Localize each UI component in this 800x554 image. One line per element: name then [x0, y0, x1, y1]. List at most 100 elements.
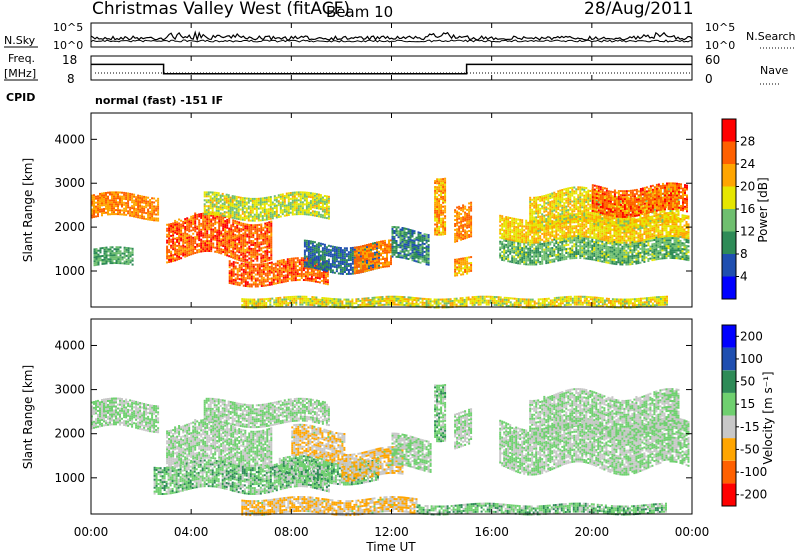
- heatmap-cell: [671, 247, 674, 250]
- heatmap-cell: [184, 229, 187, 232]
- heatmap-cell: [190, 253, 193, 256]
- heatmap-cell: [575, 247, 578, 250]
- heatmap-cell: [425, 257, 428, 260]
- heatmap-cell: [440, 198, 443, 201]
- heatmap-cell: [351, 256, 354, 259]
- heatmap-cell: [238, 237, 241, 240]
- heatmap-cell: [407, 246, 410, 249]
- heatmap-cell: [300, 261, 303, 264]
- heatmap-cell: [683, 256, 686, 259]
- heatmap-cell: [311, 266, 314, 269]
- heatmap-cell: [188, 228, 191, 231]
- heatmap-cell: [575, 239, 578, 242]
- heatmap-cell: [272, 281, 275, 283]
- heatmap-cell: [327, 268, 330, 271]
- heatmap-cell: [258, 263, 261, 266]
- heatmap-cell: [509, 236, 512, 239]
- heatmap-cell: [627, 263, 630, 266]
- heatmap-cell: [255, 215, 258, 218]
- heatmap-cell: [415, 250, 418, 253]
- heatmap-cell: [643, 243, 646, 246]
- heatmap-cell: [256, 271, 259, 274]
- heatmap-cell: [198, 237, 201, 240]
- heatmap-cell: [645, 244, 648, 247]
- heatmap-cell: [499, 252, 502, 255]
- heatmap-cell: [561, 244, 564, 247]
- heatmap-cell: [93, 262, 96, 265]
- heatmap-cell: [254, 255, 257, 258]
- heatmap-cell: [287, 204, 290, 207]
- heatmap-cell: [262, 256, 265, 259]
- heatmap-cell: [333, 263, 336, 266]
- heatmap-cell: [460, 207, 463, 210]
- heatmap-cell: [653, 254, 656, 257]
- heatmap-cell: [619, 251, 622, 254]
- heatmap-cell: [675, 239, 678, 242]
- heatmap-cell: [105, 193, 107, 196]
- heatmap-cell: [629, 247, 632, 250]
- heatmap-cell: [184, 241, 187, 244]
- heatmap-cell: [386, 253, 388, 256]
- heatmap-cell: [325, 205, 328, 208]
- heatmap-cell: [296, 257, 299, 260]
- heatmap-cell: [427, 234, 430, 237]
- heatmap-cell: [294, 271, 297, 274]
- heatmap-cell: [395, 240, 398, 242]
- heatmap-cell: [531, 245, 534, 248]
- heatmap-cell: [355, 260, 358, 263]
- heatmap-cell: [302, 279, 305, 281]
- heatmap-cell: [232, 225, 235, 228]
- heatmap-cell: [283, 198, 286, 201]
- heatmap-cell: [203, 207, 206, 210]
- heatmap-cell: [127, 253, 130, 256]
- heatmap-cell: [331, 247, 334, 250]
- heatmap-cell: [119, 191, 121, 194]
- heatmap-cell: [268, 277, 271, 280]
- heatmap-cell: [509, 230, 512, 233]
- heatmap-cell: [525, 239, 528, 242]
- heatmap-cell: [391, 226, 394, 228]
- heatmap-cell: [272, 263, 275, 266]
- heatmap-cell: [295, 197, 298, 200]
- heatmap-cell: [257, 199, 260, 202]
- heatmap-cell: [395, 247, 398, 250]
- heatmap-cell: [601, 260, 604, 263]
- heatmap-cell: [234, 251, 237, 254]
- heatmap-cell: [107, 248, 110, 251]
- heatmap-cell: [198, 227, 201, 230]
- heatmap-cell: [677, 241, 680, 244]
- heatmap-cell: [236, 258, 239, 261]
- heatmap-cell: [436, 229, 439, 232]
- heatmap-cell: [581, 255, 584, 258]
- heatmap-cell: [220, 232, 223, 235]
- heatmap-cell: [635, 260, 638, 263]
- heatmap-cell: [307, 251, 310, 254]
- heatmap-cell: [466, 222, 469, 225]
- heatmap-cell: [319, 262, 322, 265]
- heatmap-cell: [97, 207, 99, 210]
- heatmap-cell: [325, 262, 328, 265]
- heatmap-cell: [107, 195, 109, 198]
- heatmap-cell: [395, 232, 398, 235]
- heatmap-cell: [333, 246, 336, 249]
- heatmap-cell: [519, 234, 522, 237]
- heatmap-cell: [655, 242, 658, 245]
- heatmap-cell: [421, 242, 424, 245]
- heatmap-cell: [499, 220, 502, 223]
- heatmap-cell: [111, 203, 113, 206]
- heatmap-cell: [440, 213, 443, 216]
- heatmap-cell: [380, 240, 382, 243]
- heatmap-cell: [397, 246, 400, 249]
- heatmap-cell: [192, 238, 195, 241]
- heatmap-cell: [238, 268, 241, 271]
- heatmap-cell: [245, 207, 248, 210]
- heatmap-cell: [192, 244, 195, 247]
- heatmap-cell: [313, 257, 316, 259]
- heatmap-cell: [643, 251, 646, 253]
- heatmap-cell: [325, 213, 328, 216]
- heatmap-cell: [230, 250, 233, 253]
- heatmap-cell: [627, 261, 630, 264]
- heatmap-cell: [255, 207, 258, 210]
- heatmap-cell: [505, 224, 508, 226]
- heatmap-cell: [609, 252, 612, 255]
